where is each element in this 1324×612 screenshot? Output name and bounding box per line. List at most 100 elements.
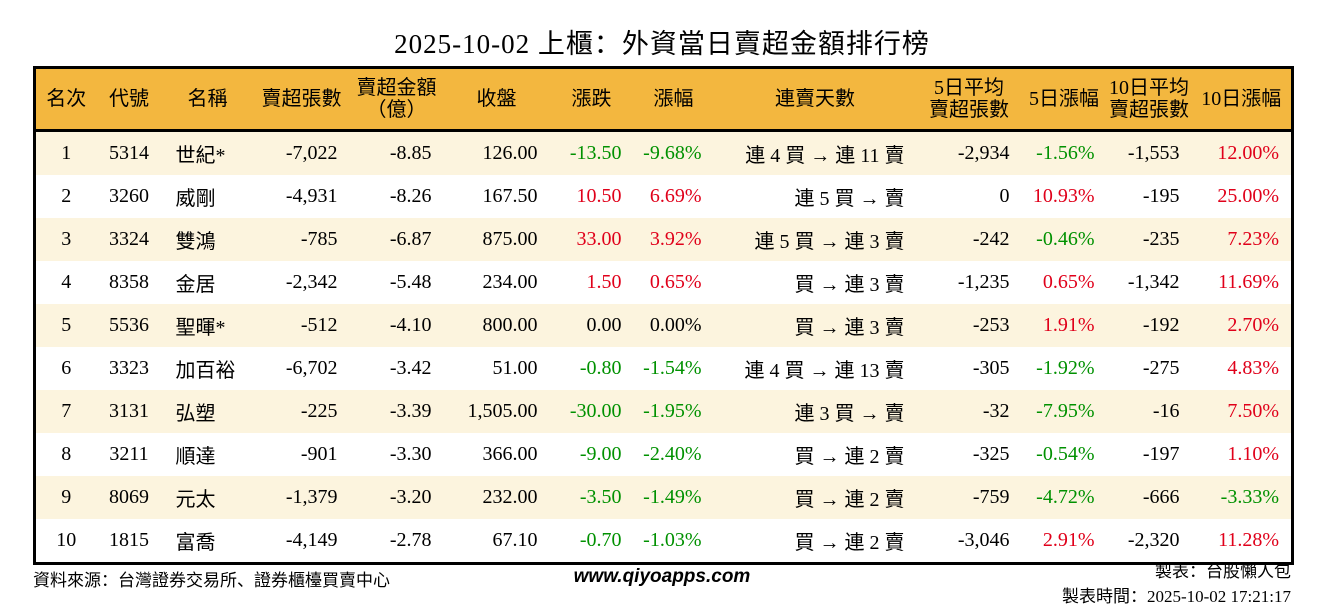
table-cell: -4,149 bbox=[285, 529, 338, 551]
table-cell: 加百裕 bbox=[175, 360, 236, 382]
table-cell: -4.10 bbox=[389, 314, 432, 336]
table-cell: -3.42 bbox=[389, 357, 432, 379]
footer-made-time: 製表時間：2025-10-02 17:21:17 bbox=[1061, 586, 1291, 606]
table-cell: -225 bbox=[300, 400, 338, 422]
table-cell: 買 → 連 3 賣 bbox=[794, 317, 905, 339]
table-cell: -3.33% bbox=[1220, 486, 1279, 508]
table-cell: 0.00% bbox=[649, 314, 702, 336]
table-row: 5 5536 聖暉* -512 -4.10 800.00 0.00 0.00% 買 → 連 3 … bbox=[34, 304, 1293, 347]
table-row: 3 3324 雙鴻 -785 -6.87 875.00 33.00 3.92% 連 5 買 → … bbox=[34, 218, 1293, 261]
table-cell: 7 bbox=[61, 400, 72, 422]
table-cell: 買 → 連 2 賣 bbox=[794, 532, 905, 554]
table-cell: 買 → 連 3 賣 bbox=[794, 274, 905, 296]
table-cell: 10.50 bbox=[576, 185, 622, 207]
footer-credits: 製表：台股懶人包 製表時間：2025-10-02 17:21:17 bbox=[1062, 560, 1291, 609]
table-cell: -1.56% bbox=[1036, 142, 1095, 164]
table-cell: 1.10% bbox=[1227, 443, 1279, 465]
table-cell: 9 bbox=[61, 486, 72, 508]
table-cell: -1.92% bbox=[1036, 357, 1095, 379]
table-cell: 雙鴻 bbox=[175, 231, 216, 253]
footer-maker: 製表：台股懶人包 bbox=[1155, 562, 1291, 581]
column-header: 5日平均 賣超張數 bbox=[916, 67, 1022, 132]
table-cell: 232.00 bbox=[482, 486, 538, 508]
table-cell: 875.00 bbox=[482, 228, 538, 250]
table-cell: 3 bbox=[61, 228, 72, 250]
table-cell: -3.50 bbox=[579, 486, 622, 508]
table-cell: -2.40% bbox=[643, 443, 702, 465]
table-cell: 1.50 bbox=[586, 271, 622, 293]
table-cell: 234.00 bbox=[482, 271, 538, 293]
table-cell: -9.00 bbox=[579, 443, 622, 465]
table-cell: 世紀* bbox=[175, 145, 226, 167]
table-cell: -512 bbox=[300, 314, 338, 336]
table-cell: -666 bbox=[1142, 486, 1180, 508]
table-cell: 800.00 bbox=[482, 314, 538, 336]
table-cell: 聖暉* bbox=[175, 317, 226, 339]
table-cell: 1 bbox=[61, 142, 72, 164]
table-cell: -2.78 bbox=[389, 529, 432, 551]
table-cell: -1,235 bbox=[957, 271, 1010, 293]
table-cell: 4 bbox=[61, 271, 72, 293]
table-cell: 連 5 買 → 連 3 賣 bbox=[754, 231, 905, 253]
table-cell: -197 bbox=[1142, 443, 1180, 465]
column-header: 10日漲幅 bbox=[1191, 67, 1293, 132]
table-cell: 2 bbox=[61, 185, 72, 207]
table-cell: -4.72% bbox=[1036, 486, 1095, 508]
table-cell: -2,320 bbox=[1127, 529, 1180, 551]
column-header: 賣超張數 bbox=[253, 67, 350, 132]
table-cell: -32 bbox=[982, 400, 1010, 422]
table-cell: -0.54% bbox=[1036, 443, 1095, 465]
table-cell: 買 → 連 2 賣 bbox=[794, 489, 905, 511]
table-row: 4 8358 金居 -2,342 -5.48 234.00 1.50 0.65% 買 → 連 3… bbox=[34, 261, 1293, 304]
table-cell: -1.54% bbox=[643, 357, 702, 379]
table-cell: 金居 bbox=[175, 274, 216, 296]
table-cell: 威剛 bbox=[175, 188, 216, 210]
ranking-table: 名次 代號 名稱 賣超張數 賣超金額 （億） 收盤 漲跌 漲幅 連賣天數 5日平均 賣超張數 5日漲幅 1… bbox=[33, 66, 1294, 565]
column-header: 名稱 bbox=[161, 67, 254, 132]
table-cell: -305 bbox=[972, 357, 1010, 379]
table-cell: -9.68% bbox=[643, 142, 702, 164]
column-header: 10日平均 賣超張數 bbox=[1106, 67, 1192, 132]
column-header: 收盤 bbox=[443, 67, 550, 132]
table-cell: -3,046 bbox=[957, 529, 1010, 551]
table-cell: 0.65% bbox=[649, 271, 702, 293]
table-cell: 7.23% bbox=[1227, 228, 1279, 250]
table-cell: 1.91% bbox=[1042, 314, 1095, 336]
table-cell: -253 bbox=[972, 314, 1010, 336]
table-cell: 3.92% bbox=[649, 228, 702, 250]
table-cell: 51.00 bbox=[492, 357, 538, 379]
table-cell: 連 4 買 → 連 11 賣 bbox=[745, 145, 905, 167]
column-header: 漲幅 bbox=[633, 67, 714, 132]
table-cell: -759 bbox=[972, 486, 1010, 508]
table-cell: -3.39 bbox=[389, 400, 432, 422]
table-cell: 3131 bbox=[109, 400, 149, 422]
table-cell: -4,931 bbox=[285, 185, 338, 207]
table-cell: -3.20 bbox=[389, 486, 432, 508]
table-cell: -8.85 bbox=[389, 142, 432, 164]
table-row: 10 1815 富喬 -4,149 -2.78 67.10 -0.70 -1.03% 買 → 連… bbox=[34, 519, 1293, 564]
table-cell: 8069 bbox=[109, 486, 149, 508]
table-cell: -3.30 bbox=[389, 443, 432, 465]
table-cell: 11.69% bbox=[1218, 271, 1279, 293]
table-cell: 33.00 bbox=[576, 228, 622, 250]
table-cell: 67.10 bbox=[492, 529, 538, 551]
table-cell: 10 bbox=[56, 529, 77, 551]
table-cell: 3324 bbox=[109, 228, 149, 250]
table-cell: -195 bbox=[1142, 185, 1180, 207]
table-cell: 2.70% bbox=[1227, 314, 1279, 336]
table-cell: -1,379 bbox=[285, 486, 338, 508]
table-cell: 0 bbox=[999, 185, 1010, 207]
table-cell: -0.46% bbox=[1036, 228, 1095, 250]
column-header: 賣超金額 （億） bbox=[349, 67, 444, 132]
table-cell: 弘塑 bbox=[175, 403, 216, 425]
table-cell: 連 4 買 → 連 13 賣 bbox=[744, 360, 905, 382]
table-cell: -5.48 bbox=[389, 271, 432, 293]
table-cell: -192 bbox=[1142, 314, 1180, 336]
table-cell: 167.50 bbox=[482, 185, 538, 207]
table-row: 7 3131 弘塑 -225 -3.39 1,505.00 -30.00 -1.95% 連 3 … bbox=[34, 390, 1293, 433]
page-title: 2025-10-02 上櫃：外資當日賣超金額排行榜 bbox=[394, 29, 930, 59]
table-cell: 5314 bbox=[109, 142, 149, 164]
footer-data-source: 資料來源：台灣證券交易所、證券櫃檯買賣中心 bbox=[33, 571, 390, 590]
table-cell: -6,702 bbox=[285, 357, 338, 379]
table-body: 1 5314 世紀* -7,022 -8.85 126.00 -13.50 -9.68% 連 4… bbox=[34, 130, 1293, 564]
